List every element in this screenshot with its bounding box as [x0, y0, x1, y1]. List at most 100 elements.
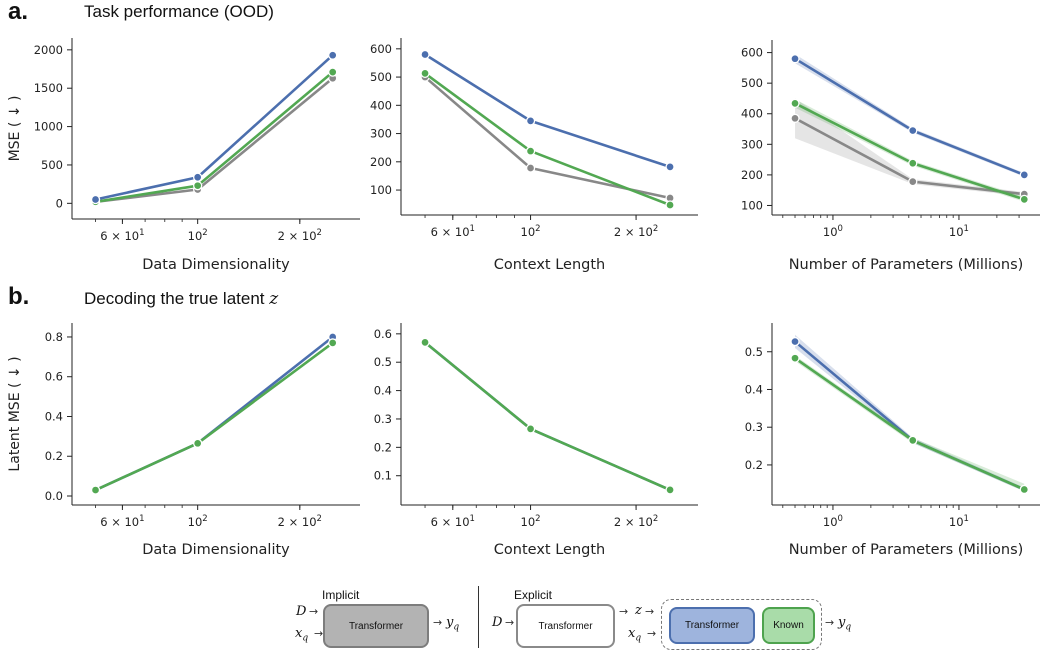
- y-tick-label: 0.2: [45, 449, 63, 463]
- series-blue-point: [328, 50, 338, 60]
- series-green-line: [424, 341, 671, 492]
- y-tick-label: 0.4: [45, 409, 63, 423]
- y-tick-label: 300: [370, 127, 392, 141]
- y-tick-label: 0.1: [374, 469, 392, 483]
- x-axis-label: Number of Parameters (Millions): [789, 257, 1024, 273]
- chart-b3: 0.2 0.3 0.4 0.5 100 101 Number of Parameters (…: [745, 323, 1040, 558]
- panel-b-title-text: Decoding the true latent: [84, 289, 270, 308]
- series-green-point: [328, 67, 338, 77]
- y-tick-label: 500: [41, 158, 63, 172]
- series-green-point: [525, 146, 536, 156]
- series-green-point: [420, 337, 430, 348]
- implicit-label: Implicit: [322, 588, 360, 602]
- explicit-decoder-transformer-box: Transformer: [669, 607, 755, 644]
- series-blue-point: [1019, 170, 1029, 180]
- series-green-point: [790, 98, 800, 108]
- series-blue-line: [794, 340, 1025, 491]
- series-blue-line: [424, 53, 671, 169]
- implicit-output-y-sub: q: [453, 622, 460, 633]
- x-axis-label: Data Dimensionality: [142, 257, 290, 273]
- y-tick-label: 400: [741, 107, 763, 121]
- x-tick-label: 102: [188, 514, 208, 529]
- series-blue-line: [424, 341, 671, 492]
- y-tick-label: 0.4: [745, 382, 763, 396]
- chart-a2: 100 200 300 400 500 600 6 × 101 102 2 × 102 Conte…: [370, 38, 698, 273]
- chart-a3: 100 200 300 400 500 600 100 101 Number of Parame…: [741, 40, 1040, 273]
- y-tick-label: 0.6: [45, 370, 63, 384]
- implicit-input-x: xq: [295, 626, 308, 644]
- decoder-group: [661, 599, 822, 650]
- x-tick-label: 2 × 102: [278, 514, 322, 529]
- arrow-icon: →: [619, 605, 629, 618]
- x-tick-label: 2 × 102: [614, 514, 658, 529]
- series-green-point: [525, 424, 536, 434]
- explicit-latent-z-text: z: [635, 603, 642, 618]
- y-tick-label: 0.2: [745, 458, 763, 472]
- series-green-point: [1019, 194, 1029, 205]
- series-green-line: [424, 72, 671, 207]
- explicit-transformer-label: Transformer: [538, 620, 593, 632]
- series-blue-point: [193, 172, 203, 182]
- x-tick-label: 6 × 101: [100, 514, 144, 529]
- explicit-output-y: yq: [838, 615, 851, 633]
- arrow-icon: →: [647, 627, 657, 640]
- x-tick-label: 6 × 101: [431, 224, 475, 239]
- explicit-input-d: D: [492, 615, 502, 630]
- explicit-label: Explicit: [514, 588, 553, 602]
- y-tick-label: 0: [56, 196, 63, 210]
- series-green-line: [95, 71, 334, 204]
- known-box: Known: [762, 607, 815, 644]
- series-green-confidence-band: [795, 355, 1025, 492]
- x-tick-label: 100: [823, 514, 843, 529]
- x-tick-label: 2 × 102: [614, 224, 658, 239]
- y-tick-label: 0.4: [374, 384, 392, 398]
- series-blue-point: [908, 125, 918, 136]
- explicit-transformer-box: Transformer: [516, 604, 615, 648]
- series-blue-confidence-band: [795, 334, 1025, 492]
- y-tick-label: 0.3: [745, 420, 763, 434]
- implicit-input-x-text: x: [295, 626, 303, 641]
- y-tick-label: 100: [370, 183, 392, 197]
- explicit-latent-z: z: [635, 603, 642, 618]
- series-green-point: [665, 200, 675, 210]
- arrow-icon: →: [645, 605, 655, 618]
- x-axis-label: Context Length: [494, 257, 605, 273]
- x-tick-label: 102: [521, 514, 541, 529]
- arrow-icon: →: [309, 605, 319, 618]
- arrow-icon: →: [505, 616, 515, 629]
- series-blue-point: [420, 49, 430, 60]
- x-tick-label: 101: [949, 514, 969, 529]
- series-grey-line: [424, 76, 671, 200]
- implicit-output-y-text: y: [446, 615, 454, 630]
- y-tick-label: 0.5: [745, 345, 763, 359]
- panel-a-title: Task performance (OOD): [84, 2, 274, 21]
- implicit-input-d-text: D: [296, 604, 307, 619]
- x-axis-label: Context Length: [494, 542, 605, 558]
- y-tick-label: 2000: [34, 43, 63, 57]
- known-label: Known: [773, 620, 804, 631]
- x-tick-label: 6 × 101: [431, 514, 475, 529]
- implicit-transformer-label: Transformer: [348, 620, 404, 632]
- series-green-point: [193, 181, 203, 191]
- implicit-input-d: D: [296, 604, 306, 619]
- series-grey-point: [525, 163, 536, 173]
- series-green-point: [908, 158, 918, 168]
- y-tick-label: 0.5: [374, 355, 392, 369]
- architecture-diagram: Implicit D → xq → Transformer → yq Expli…: [0, 578, 1040, 651]
- y-tick-label: 500: [370, 70, 392, 84]
- explicit-decoder-transformer-label: Transformer: [684, 620, 740, 631]
- arrow-icon: →: [314, 627, 324, 640]
- implicit-input-x-sub: q: [302, 633, 309, 644]
- series-blue-line: [94, 335, 334, 492]
- series-blue-point: [525, 116, 536, 126]
- y-tick-label: 600: [741, 46, 763, 60]
- panel-b-letter: b.: [8, 283, 30, 310]
- x-tick-label: 102: [521, 224, 541, 239]
- series-green-point: [420, 68, 430, 79]
- series-blue-point: [790, 336, 800, 347]
- series-blue-point: [90, 194, 101, 205]
- series-green-point: [90, 485, 101, 495]
- series-blue-point: [665, 162, 675, 172]
- series-grey-confidence-band: [795, 98, 1025, 197]
- y-tick-label: 0.0: [45, 489, 63, 503]
